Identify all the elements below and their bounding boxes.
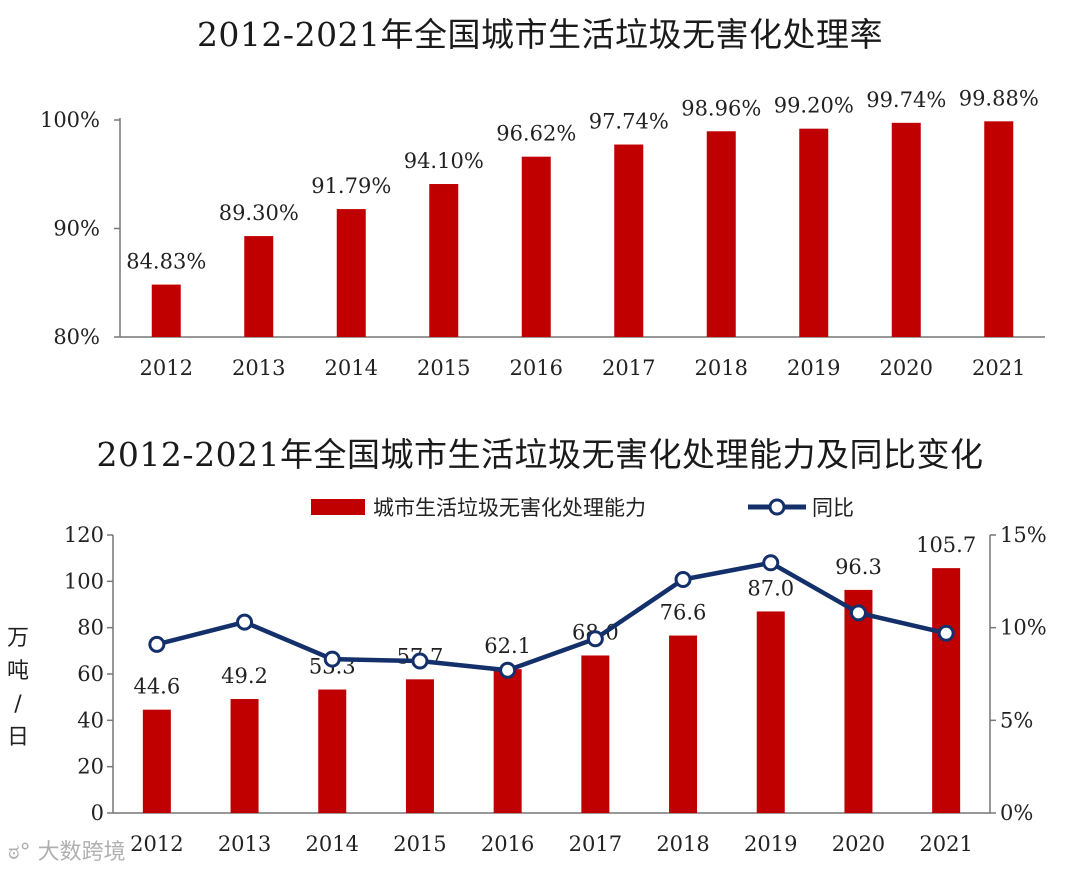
chart1-y-tick-label: 80%	[53, 325, 100, 349]
chart2-bar-2019	[756, 611, 785, 813]
chart2-x-tick-label-2014: 2014	[306, 832, 359, 856]
chart1-data-label-2019: 99.20%	[774, 94, 854, 118]
chart1-bar-2013	[244, 236, 274, 337]
chart2-data-label-2019: 87.0	[747, 576, 794, 600]
chart2-legend-bar-label: 城市生活垃圾无害化处理能力	[373, 496, 646, 520]
watermark-text: 大数跨境	[37, 840, 126, 865]
chart1-y-tick-label: 90%	[53, 217, 100, 241]
chart2-y-tick-label: 100	[64, 569, 104, 593]
chart2-y-label-char: 万	[7, 626, 29, 651]
chart2-yoy-point-2016	[499, 661, 517, 679]
chart2-data-label-2012: 44.6	[133, 675, 180, 699]
chart2-x-tick-label-2020: 2020	[832, 832, 885, 856]
chart2-y2-tick-label: 15%	[1000, 523, 1047, 547]
chart1-bar-2020	[891, 122, 921, 337]
chart1-bar-2016	[521, 156, 551, 337]
chart2-data-label-2013: 49.2	[221, 664, 268, 688]
chart1-x-tick-label-2012: 2012	[140, 356, 193, 380]
chart2-bar-2017	[581, 655, 610, 813]
chart1-bar-2017	[614, 144, 644, 337]
chart2-y2-tick-label: 10%	[1000, 616, 1047, 640]
chart2-y-label-char: 吨	[7, 659, 29, 684]
chart1-bar-2014	[336, 209, 366, 337]
chart2-data-label-2021: 105.7	[916, 533, 976, 557]
chart2-y-tick-label: 80	[77, 616, 104, 640]
chart2-x-tick-label-2016: 2016	[481, 832, 534, 856]
chart2-legend-line-label: 同比	[812, 496, 854, 520]
chart2-yoy-point-2018	[674, 570, 692, 588]
chart2-bar-2016	[493, 669, 522, 813]
chart2-bar-2018	[669, 635, 698, 813]
chart2-yoy-line	[156, 560, 947, 673]
chart2-bar-2020	[844, 589, 873, 813]
chart2-data-label-2018: 76.6	[660, 601, 707, 625]
chart2-x-tick-label-2021: 2021	[919, 832, 972, 856]
chart2-bar-2021	[932, 568, 961, 813]
chart1-x-tick-label-2014: 2014	[325, 356, 378, 380]
chart2-yoy-point-2014	[323, 650, 341, 668]
chart2-bar-2013	[230, 699, 259, 813]
chart2-data-label-2020: 96.3	[835, 555, 882, 579]
chart2-y2-tick-label: 0%	[1000, 801, 1033, 825]
chart1-data-label-2017: 97.74%	[589, 110, 669, 134]
chart1-data-label-2013: 89.30%	[219, 201, 299, 225]
chart2-x-tick-label-2013: 2013	[218, 832, 271, 856]
chart1-x-tick-label-2017: 2017	[602, 356, 655, 380]
chart2-y2-tick-label: 5%	[1000, 708, 1033, 732]
chart2-yoy-point-2017	[586, 630, 604, 648]
chart1-data-label-2012: 84.83%	[126, 250, 206, 274]
chart1-bar-2018	[706, 131, 736, 337]
chart2-y-label-char: /	[14, 692, 22, 717]
chart2-yoy-point-2020	[849, 604, 867, 622]
chart2-y-tick-label: 120	[64, 523, 104, 547]
chart2-data-label-2016: 62.1	[484, 634, 531, 658]
chart2-legend-bar-swatch	[311, 499, 365, 515]
chart2-yoy-point-2012	[148, 635, 166, 653]
chart2-x-tick-label-2012: 2012	[130, 832, 183, 856]
chart2-yoy-point-2013	[236, 613, 254, 631]
chart2-y-tick-label: 60	[77, 662, 104, 686]
chart1-x-tick-label-2013: 2013	[232, 356, 285, 380]
chart1-data-label-2014: 91.79%	[311, 174, 391, 198]
chart1-title: 2012-2021年全国城市生活垃圾无害化处理率	[196, 15, 884, 54]
chart1-bar-2012	[151, 284, 181, 337]
chart1-bar-2015	[429, 184, 459, 337]
chart1-y-tick-label: 100%	[40, 108, 100, 132]
chart1-data-label-2015: 94.10%	[404, 149, 484, 173]
chart1-data-label-2018: 98.96%	[681, 96, 761, 120]
chart1-data-label-2021: 99.88%	[959, 86, 1039, 110]
chart2-x-tick-label-2019: 2019	[744, 832, 797, 856]
chart2-yoy-point-2019	[762, 554, 780, 572]
chart1-x-tick-label-2016: 2016	[510, 356, 563, 380]
chart2-y-tick-label: 0	[91, 801, 104, 825]
chart2-bar-2015	[405, 679, 434, 813]
chart2-x-tick-label-2015: 2015	[393, 832, 446, 856]
chart2-bar-2014	[318, 689, 347, 813]
chart1-x-tick-label-2015: 2015	[417, 356, 470, 380]
chart1-data-label-2016: 96.62%	[496, 122, 576, 146]
chart1-bar-2019	[799, 128, 829, 337]
chart1-data-label-2020: 99.74%	[866, 88, 946, 112]
chart2-bar-2012	[142, 709, 171, 813]
chart2-y-label-char: 日	[7, 725, 29, 750]
chart2-yoy-point-2021	[937, 624, 955, 642]
chart2-x-tick-label-2018: 2018	[656, 832, 709, 856]
chart2-y-tick-label: 20	[77, 755, 104, 779]
watermark-logo-icon: ಠ°	[8, 840, 31, 865]
chart2-x-tick-label-2017: 2017	[569, 832, 622, 856]
chart1-x-tick-label-2018: 2018	[695, 356, 748, 380]
chart1-x-tick-label-2021: 2021	[972, 356, 1025, 380]
chart2-y-tick-label: 40	[77, 708, 104, 732]
watermark: ಠ° 大数跨境	[8, 834, 126, 866]
chart2-legend-line-marker	[768, 498, 786, 516]
chart1-x-tick-label-2020: 2020	[880, 356, 933, 380]
chart1-bar-2021	[984, 121, 1014, 337]
chart1-x-tick-label-2019: 2019	[787, 356, 840, 380]
chart2-yoy-point-2015	[411, 652, 429, 670]
chart2-title: 2012-2021年全国城市生活垃圾无害化处理能力及同比变化	[96, 435, 984, 474]
